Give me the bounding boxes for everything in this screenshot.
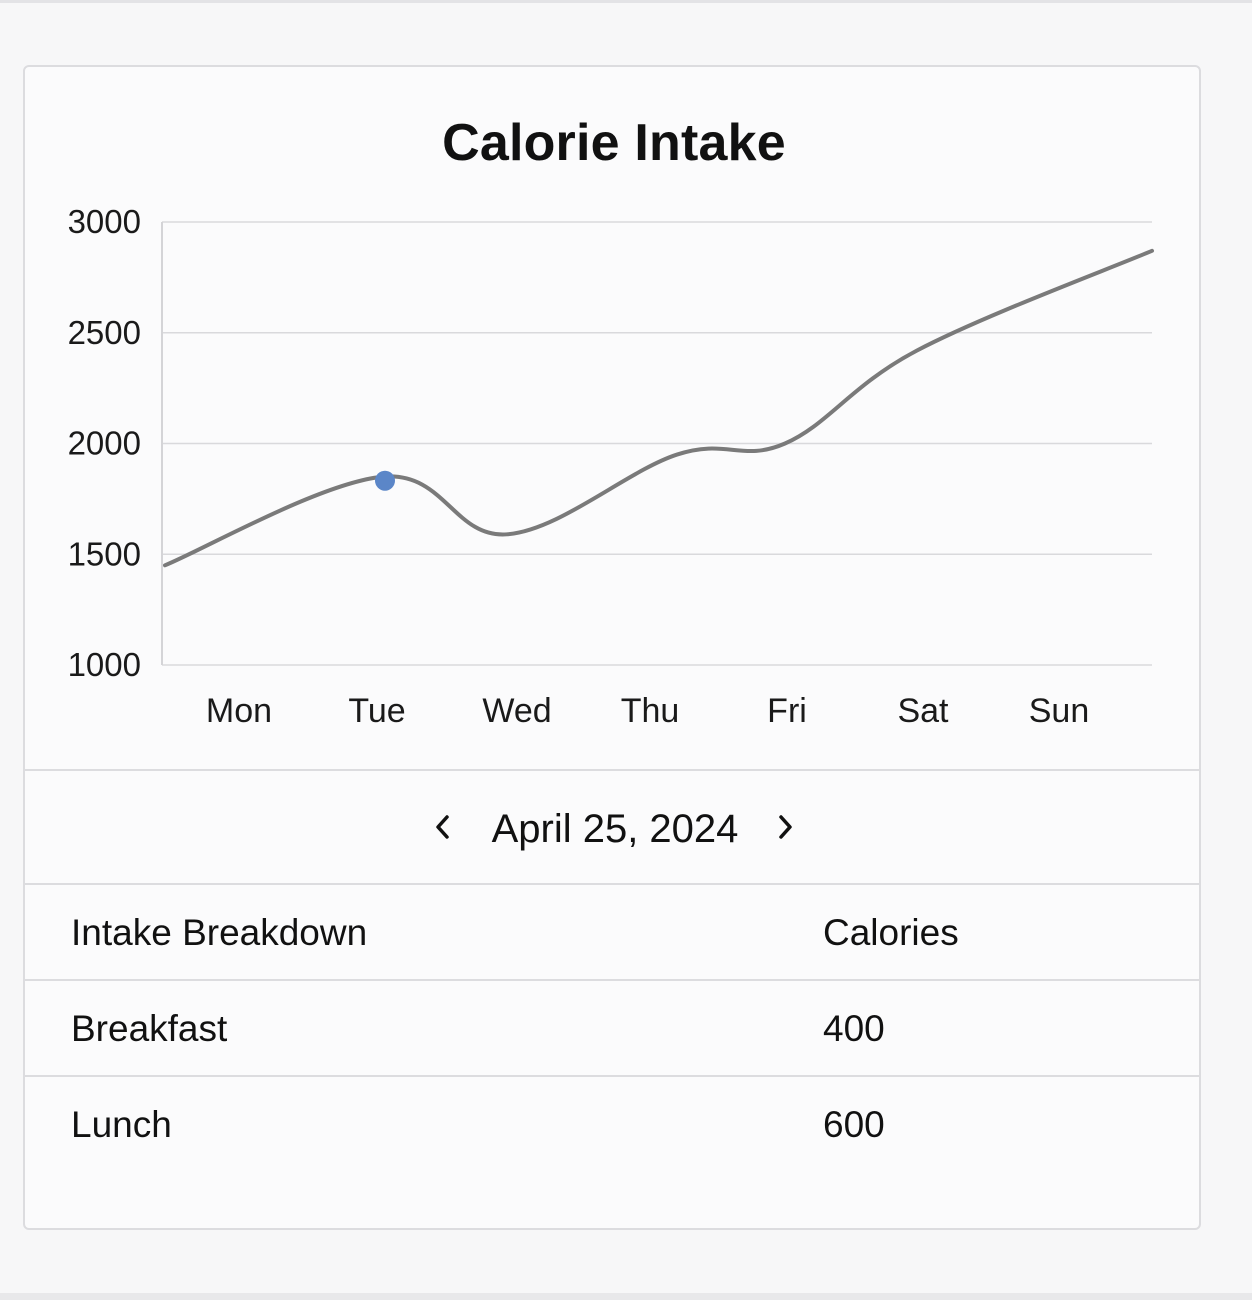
table-row: Lunch 600 [25, 1077, 1199, 1171]
table-header-row: Intake Breakdown Calories [25, 885, 1199, 979]
y-tick-label: 2500 [68, 314, 141, 351]
meal-calories: 600 [823, 1104, 885, 1145]
chevron-left-icon [436, 815, 449, 839]
x-tick-label: Sun [1029, 692, 1090, 730]
date-navigator: April 25, 2024 [25, 771, 1199, 883]
x-tick-label: Mon [206, 692, 272, 730]
top-border [0, 0, 1252, 3]
x-axis-ticks: Mon Tue Wed Thu Fri Sat Sun [206, 692, 1089, 730]
x-tick-label: Sat [897, 692, 949, 730]
next-date-button[interactable] [765, 805, 805, 849]
calorie-chart: Calorie Intake 3000 2500 2000 1500 1000 Mon T… [25, 67, 1199, 769]
row-divider [25, 1075, 1199, 1077]
x-tick-label: Fri [767, 692, 807, 730]
current-date: April 25, 2024 [491, 807, 739, 851]
meal-name: Lunch [71, 1104, 172, 1145]
bottom-border [0, 1293, 1252, 1300]
header-calories: Calories [823, 912, 959, 953]
header-intake-breakdown: Intake Breakdown [71, 912, 368, 953]
y-axis-ticks: 3000 2500 2000 1500 1000 [68, 203, 141, 683]
meal-name: Breakfast [71, 1008, 228, 1049]
y-tick-label: 2000 [68, 425, 141, 462]
y-tick-label: 3000 [68, 203, 141, 240]
table-row: Breakfast 400 [25, 981, 1199, 1075]
y-tick-label: 1500 [68, 535, 141, 572]
chevron-right-icon [779, 815, 792, 839]
meal-calories: 400 [823, 1008, 885, 1049]
x-tick-label: Thu [621, 692, 680, 730]
grid-lines [162, 221, 1152, 666]
y-tick-label: 1000 [68, 646, 141, 683]
line-chart-svg: 3000 2500 2000 1500 1000 Mon Tue Wed Thu Fri Sat S… [68, 203, 1154, 730]
row-divider [25, 979, 1199, 981]
x-tick-label: Tue [348, 692, 405, 730]
highlighted-point[interactable] [375, 470, 395, 491]
chart-title: Calorie Intake [442, 114, 786, 172]
calorie-card: Calorie Intake 3000 2500 2000 1500 1000 Mon T… [23, 65, 1201, 1230]
x-tick-label: Wed [482, 692, 551, 730]
series-line [163, 248, 1154, 568]
divider [25, 769, 1199, 771]
prev-date-button[interactable] [423, 805, 463, 849]
intake-table: Intake Breakdown Calories Breakfast 400 … [25, 885, 1199, 1171]
divider [25, 883, 1199, 885]
